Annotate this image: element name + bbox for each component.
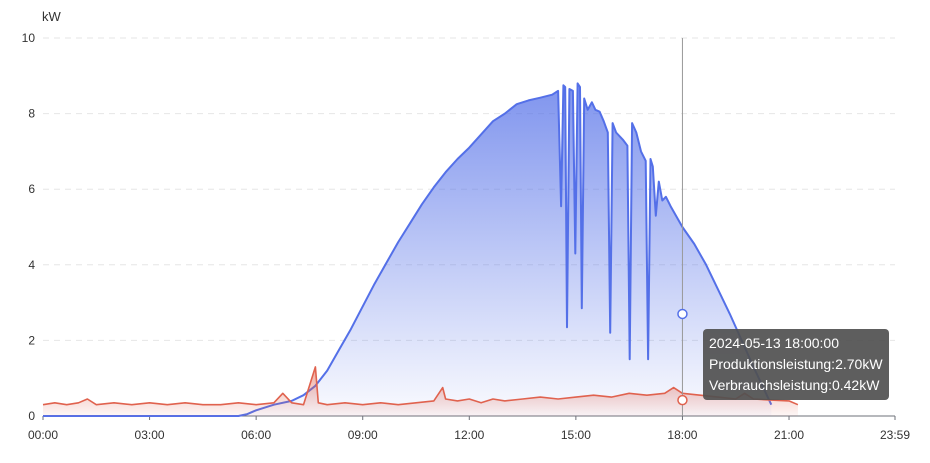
x-axis: 00:00 03:00 06:00 09:00 12:00 15:00 18:00 21:00… xyxy=(28,416,910,442)
production-cursor-point xyxy=(677,308,688,320)
tooltip-consumption: Verbrauchsleistung:0.42kW xyxy=(709,377,880,393)
x-tick-label: 23:59 xyxy=(880,428,910,442)
x-tick-label: 09:00 xyxy=(348,428,378,442)
series-layer xyxy=(42,82,799,417)
tooltip-production: Produktionsleistung:2.70kW xyxy=(709,356,883,372)
x-tick-label: 06:00 xyxy=(241,428,271,442)
production-line xyxy=(43,82,773,417)
x-tick-label: 21:00 xyxy=(774,428,804,442)
y-axis: 0 2 4 6 8 10 xyxy=(22,31,36,423)
y-tick-label: 10 xyxy=(22,31,36,45)
cursor-layer xyxy=(677,38,688,416)
y-axis-unit-label: kW xyxy=(42,9,62,24)
consumption-line xyxy=(42,366,799,406)
x-tick-label: 12:00 xyxy=(454,428,484,442)
chart-tooltip: 2024-05-13 18:00:00 Produktionsleistung:… xyxy=(703,329,889,400)
y-tick-label: 8 xyxy=(28,107,35,121)
x-tick-label: 00:00 xyxy=(28,428,58,442)
x-tick-label: 03:00 xyxy=(135,428,165,442)
consumption-cursor-point xyxy=(677,394,688,406)
x-tick-label: 15:00 xyxy=(561,428,591,442)
tooltip-datetime: 2024-05-13 18:00:00 xyxy=(709,335,839,351)
y-tick-label: 6 xyxy=(28,182,35,196)
production-area xyxy=(43,83,772,417)
y-tick-label: 0 xyxy=(28,409,35,423)
y-tick-label: 2 xyxy=(28,333,35,347)
y-tick-label: 4 xyxy=(28,258,35,272)
x-tick-label: 18:00 xyxy=(667,428,697,442)
